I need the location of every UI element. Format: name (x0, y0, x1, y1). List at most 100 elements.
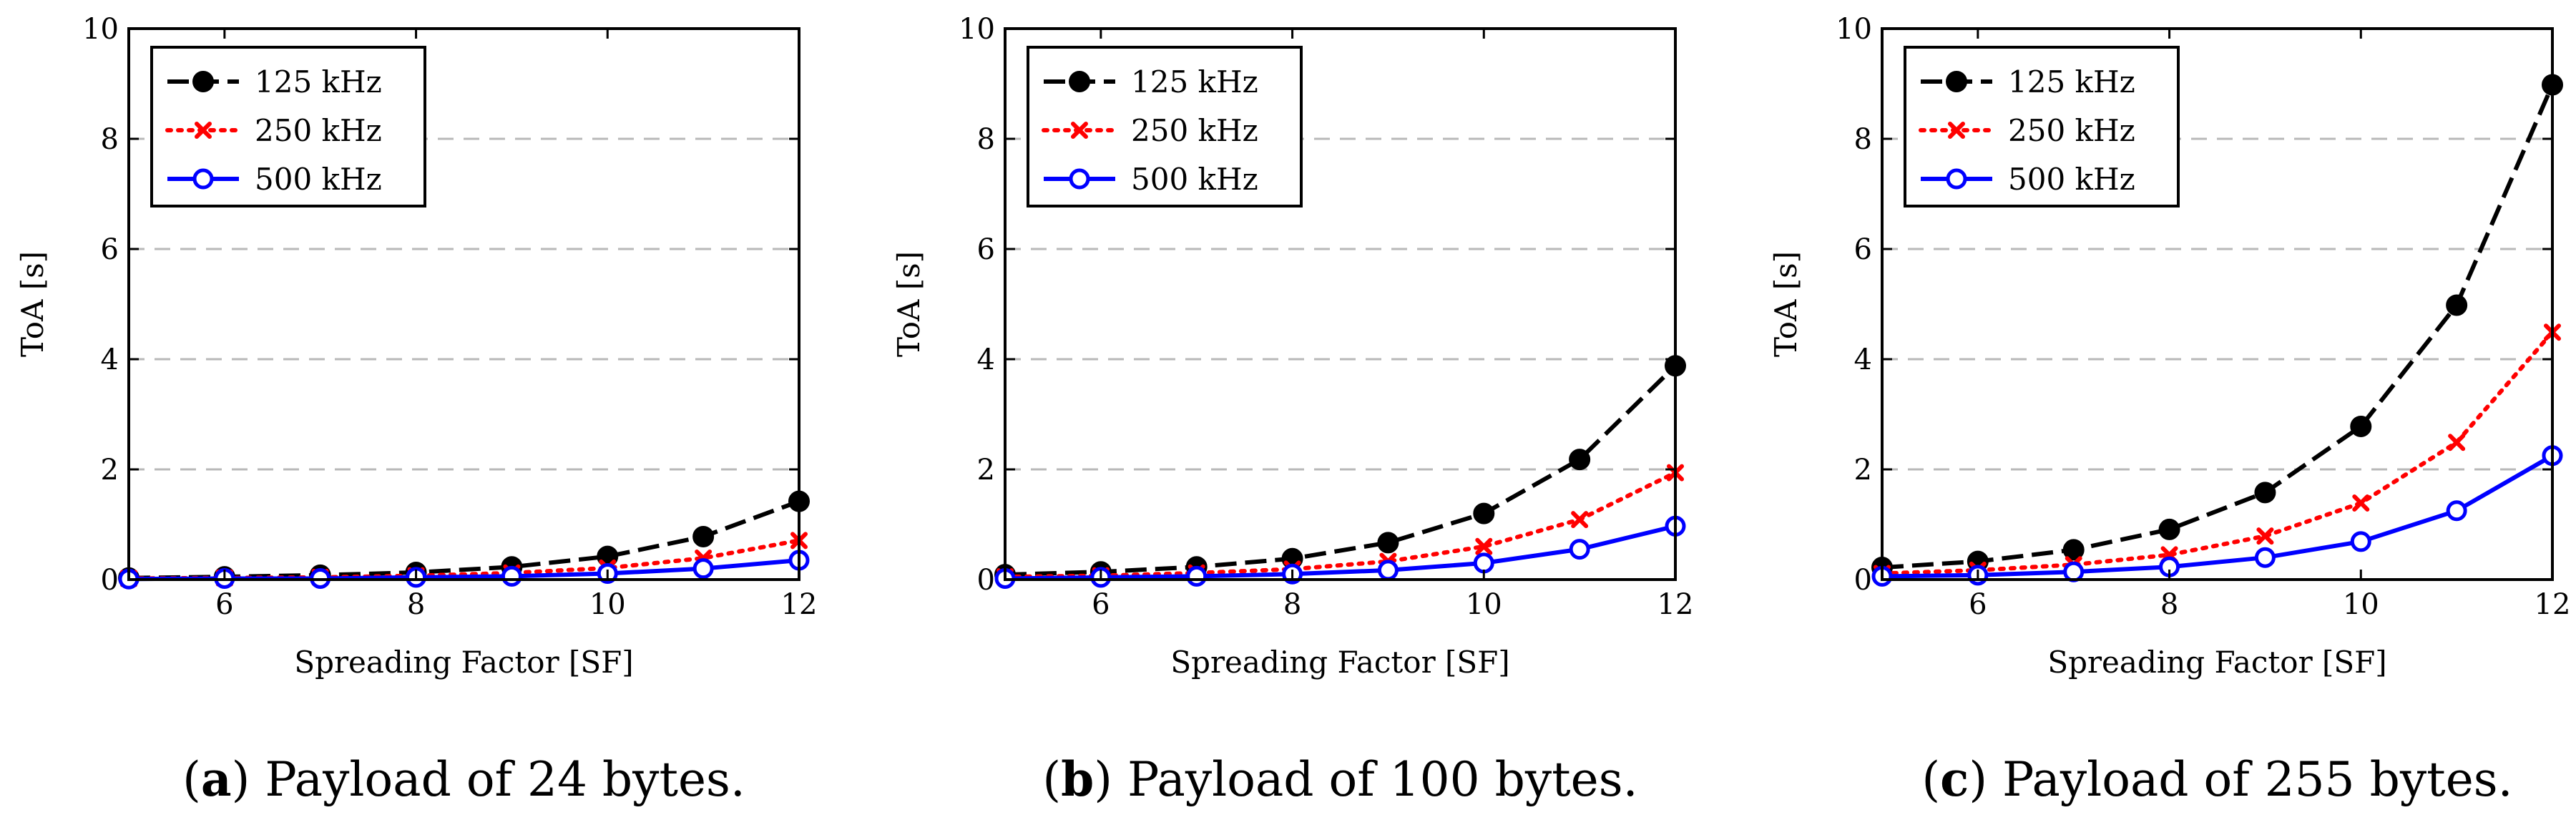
data-point-2 (501, 565, 522, 587)
y-tick-label: 10 (1836, 13, 1872, 46)
x-tick-label: 10 (589, 588, 626, 621)
data-point-2 (2063, 561, 2085, 582)
legend-marker-2 (1069, 168, 1090, 190)
x-tick-label: 10 (1466, 588, 1502, 621)
y-axis-label: ToA [s] (15, 251, 50, 357)
data-point-1 (2256, 527, 2274, 545)
y-axis-label: ToA [s] (891, 251, 926, 357)
legend-label-1: 250 kHz (1131, 113, 1258, 148)
y-tick-label: 4 (101, 343, 119, 376)
legend-label-0: 125 kHz (1131, 64, 1258, 99)
panel-caption: (c) Payload of 255 bytes. (1921, 751, 2512, 807)
series-line-2 (1004, 524, 1676, 581)
caption-text: ) Payload of 255 bytes. (1969, 752, 2512, 807)
data-point-0 (692, 525, 715, 547)
series-line-1 (1880, 330, 2555, 576)
legend-marker-1 (1948, 122, 1965, 139)
legend-marker-0 (192, 71, 214, 92)
data-point-2 (2350, 531, 2371, 552)
data-point-2 (1569, 539, 1590, 560)
y-tick-label: 2 (977, 454, 995, 487)
legend-marker-2 (1946, 168, 1967, 190)
data-point-2 (1377, 560, 1399, 581)
data-point-1 (2352, 494, 2370, 512)
x-axis-label: Spreading Factor [SF] (1170, 645, 1509, 680)
y-tick-label: 0 (101, 564, 119, 597)
series-line-0 (128, 499, 800, 580)
chart-panel-c: 6 8 10 12 0 2 4 6 8 10 Spreading Factor [SF] ToA [s… (1768, 13, 2570, 807)
data-point-0 (2254, 482, 2276, 504)
y-tick-label: 8 (101, 123, 119, 156)
x-tick-label: 12 (781, 588, 818, 621)
legend-label-2: 500 kHz (255, 162, 382, 197)
y-axis-label: ToA [s] (1768, 251, 1803, 357)
panel-caption: (b) Payload of 100 bytes. (1042, 751, 1637, 807)
y-tick-label: 6 (101, 233, 119, 266)
data-point-0 (2350, 415, 2372, 437)
legend-label-1: 250 kHz (2008, 113, 2135, 148)
x-tick-label: 10 (2343, 588, 2379, 621)
x-tick-label: 12 (1657, 588, 1694, 621)
y-tick-label: 8 (1854, 123, 1872, 156)
x-tick-label: 8 (2160, 588, 2178, 621)
plot-frame (127, 27, 800, 581)
data-point-2 (2254, 547, 2276, 568)
legend-label-2: 500 kHz (2008, 162, 2135, 197)
legend-label-0: 125 kHz (2008, 64, 2135, 99)
series-line-2 (1881, 454, 2554, 579)
caption-text: ) Payload of 100 bytes. (1094, 752, 1637, 807)
y-tick-label: 0 (1854, 564, 1872, 597)
data-point-2 (1186, 565, 1208, 587)
series-line-0 (1004, 364, 1678, 577)
plot-frame (1881, 27, 2554, 581)
legend-marker-1 (195, 122, 212, 139)
legend-marker-0 (1069, 71, 1090, 92)
caption-paren-open: ( (1042, 752, 1061, 807)
x-tick-label: 8 (407, 588, 425, 621)
legend-marker-0 (1946, 71, 1967, 92)
legend-label-1: 250 kHz (255, 113, 382, 148)
data-point-0 (1377, 532, 1399, 554)
y-tick-label: 0 (977, 564, 995, 597)
data-point-0 (1569, 449, 1591, 471)
data-point-2 (2446, 500, 2467, 522)
data-point-0 (1473, 502, 1495, 524)
x-tick-label: 8 (1283, 588, 1301, 621)
legend-label-0: 125 kHz (255, 64, 382, 99)
y-tick-label: 10 (959, 13, 995, 46)
data-point-1 (2448, 434, 2466, 451)
caption-letter: b (1061, 751, 1094, 807)
legend-marker-1 (1071, 122, 1088, 139)
y-tick-label: 6 (1854, 233, 1872, 266)
legend-label-2: 500 kHz (1131, 162, 1258, 197)
data-point-0 (2446, 294, 2468, 316)
y-tick-label: 8 (977, 123, 995, 156)
data-point-0 (2062, 539, 2085, 561)
legend-marker-2 (192, 168, 214, 190)
plot-frame (1004, 27, 1677, 581)
x-tick-label: 6 (1969, 588, 1987, 621)
caption-text: ) Payload of 24 bytes. (232, 752, 745, 807)
data-point-1 (1571, 511, 1589, 529)
series-line-0 (1881, 84, 2555, 570)
caption-letter: a (201, 751, 232, 807)
x-axis-label: Spreading Factor [SF] (294, 645, 633, 680)
x-tick-label: 12 (2535, 588, 2571, 621)
chart-panel-b: 6 8 10 12 0 2 4 6 8 10 Spreading Factor [SF] ToA [s… (891, 13, 1693, 807)
y-tick-label: 2 (1854, 454, 1872, 487)
y-tick-label: 4 (1854, 343, 1872, 376)
y-tick-label: 4 (977, 343, 995, 376)
caption-paren-open: ( (182, 752, 201, 807)
caption-paren-open: ( (1921, 752, 1940, 807)
x-tick-label: 6 (215, 588, 233, 621)
chart-panel-a: 6 8 10 12 0 2 4 6 8 10 Spreading Factor [SF] ToA [s… (15, 13, 817, 807)
x-tick-label: 6 (1092, 588, 1110, 621)
data-point-1 (1475, 537, 1493, 555)
data-point-0 (2158, 518, 2180, 540)
y-tick-label: 10 (82, 13, 119, 46)
y-tick-label: 2 (101, 454, 119, 487)
panel-caption: (a) Payload of 24 bytes. (182, 751, 745, 807)
data-point-2 (1473, 552, 1494, 574)
data-point-2 (692, 558, 714, 580)
